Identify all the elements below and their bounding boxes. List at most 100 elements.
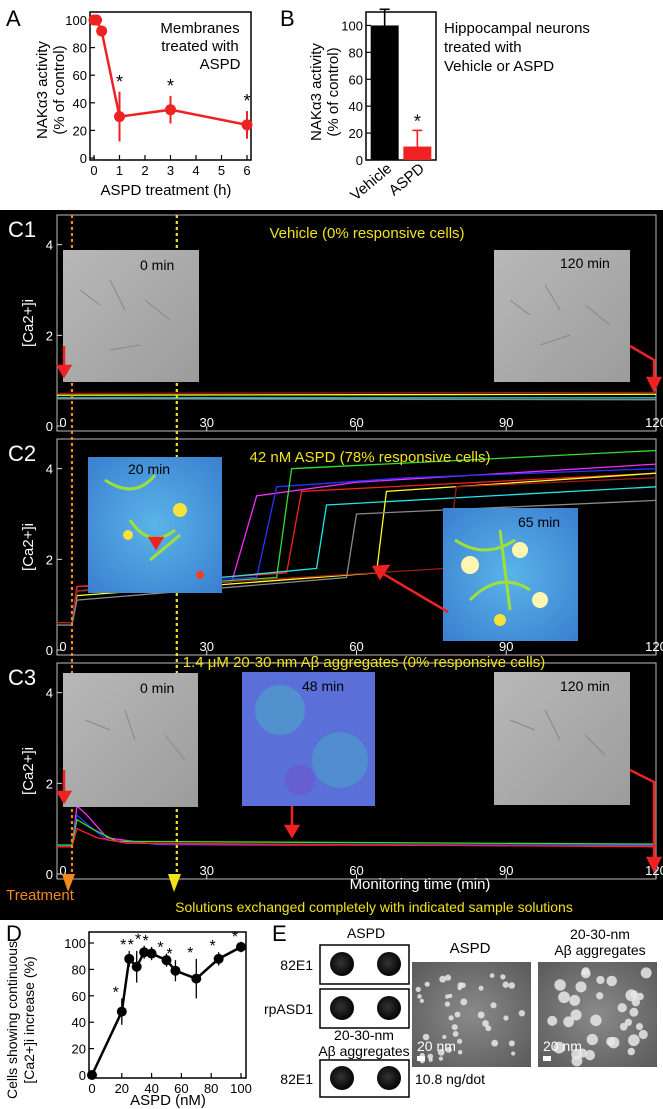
c3-trace-3: [57, 818, 657, 846]
em-particle: [454, 1011, 461, 1018]
b-ytick-label: 0: [356, 153, 363, 168]
dot-title-aspd: ASPD: [347, 925, 385, 941]
c3-image-0min: 0 min: [63, 673, 198, 807]
c1-image-0min-label: 0 min: [140, 257, 174, 273]
em-particle: [596, 975, 605, 985]
panel-e-letter: E: [272, 921, 287, 946]
c-exchange-label: Solutions exchanged completely with indi…: [175, 899, 573, 915]
a-data-point: [96, 25, 108, 37]
em-particle: [485, 1025, 492, 1032]
c3-ylabel: [Ca2+]i: [20, 747, 37, 795]
b-ytick-label: 100: [341, 18, 363, 33]
c1-xtick-label: 60: [349, 415, 363, 430]
d-significance-star: *: [187, 945, 193, 962]
b-ytick-label: 40: [349, 99, 363, 114]
d-ytick-label: 20: [72, 1042, 86, 1057]
d-significance-star: *: [232, 929, 238, 946]
a-ytick-label: 100: [65, 13, 87, 28]
d-significance-star: *: [157, 940, 163, 957]
d-data-point: [170, 965, 181, 976]
c2-image-65min-label: 65 min: [518, 514, 560, 530]
a-xtick-label: 5: [218, 163, 225, 178]
em-particle: [427, 1053, 434, 1060]
c3-image-120min-label: 120 min: [560, 678, 610, 694]
a-xtick-label: 1: [116, 163, 123, 178]
c1-ylabel: [Ca2+]i: [20, 299, 37, 347]
c2-ytick-label: 0: [46, 643, 53, 658]
a-significance-star: *: [243, 91, 250, 111]
panel-d-y-ticks: 0 20 40 60 80 100: [64, 936, 94, 1083]
d-data-point: [161, 955, 172, 966]
em-particle: [445, 1046, 452, 1053]
c2-image-20min: 20 min: [88, 457, 222, 593]
em-particle: [629, 1007, 639, 1017]
em-particle: [424, 981, 430, 987]
c2-title: 42 nM ASPD (78% responsive cells): [250, 449, 491, 466]
panel-a-ylabel-1: NAKα3 activity: [34, 41, 51, 139]
c2-letter: C2: [8, 441, 36, 466]
c3-image-48min-label: 48 min: [302, 678, 344, 694]
c1-title: Vehicle (0% responsive cells): [269, 225, 464, 242]
em-particle: [415, 986, 421, 993]
dot-aspd-rpasd1-2: [377, 996, 401, 1020]
em-particle: [478, 985, 484, 991]
d-significance-star: *: [128, 937, 134, 954]
em-particle: [547, 1015, 558, 1026]
c2-ytick-label: 4: [46, 462, 53, 477]
c1-trace-2: [56, 393, 657, 396]
d-xtick-label: 40: [144, 1081, 158, 1096]
dot-abeta-82e1-1: [330, 1066, 354, 1090]
em-particle: [451, 1024, 458, 1031]
panel-d-xlabel: ASPD (nM): [130, 1092, 206, 1109]
c1-arrow-end: [629, 344, 656, 380]
em-particle: [491, 1039, 499, 1047]
c2-ytick-label: 2: [46, 552, 53, 567]
c1-xtick-label: 0: [59, 415, 66, 430]
em-particle: [417, 994, 422, 999]
panel-a-letter: A: [6, 6, 21, 31]
panel-e: E ASPD 82E1 rpASD1 20-30-nm Aβ aggregate…: [264, 921, 657, 1098]
c2-trace-7: [57, 477, 657, 624]
em-image-aspd: 20 nm: [412, 962, 531, 1067]
panel-d-letter: D: [6, 921, 22, 946]
panel-a-legend-1: Membranes: [160, 20, 239, 37]
em-abeta-scale-bar: [543, 1056, 551, 1061]
b-bar-vehicle: [370, 25, 399, 161]
c3-xtick-label: 30: [200, 863, 214, 878]
c1-arrow-start-head: [55, 364, 73, 379]
em-particle: [619, 1022, 628, 1031]
em-particle: [460, 982, 466, 989]
em-particle: [586, 1033, 599, 1046]
c2-ylabel: [Ca2+]i: [20, 523, 37, 571]
em-title-abeta-2: Aβ aggregates: [554, 942, 645, 958]
c3-arrow-start-head: [55, 790, 73, 805]
c2-xtick-label: 60: [349, 639, 363, 654]
d-data-point: [131, 961, 142, 972]
c3-letter: C3: [8, 665, 36, 690]
panel-b-axes-frame: [365, 11, 437, 161]
c3-arrow-end-head: [645, 856, 663, 873]
panel-a: A 0 20 40 60 80 100 0 1 2 3 4 5 6 NAKα3 activity (%…: [6, 6, 253, 199]
d-ytick-label: 0: [79, 1068, 86, 1083]
panel-b-title-2: treated with: [444, 39, 522, 56]
panel-a-y-ticks: 0 20 40 60 80 100: [65, 13, 95, 166]
b-category-label: ASPD: [386, 160, 428, 199]
panel-d-ylabel-2: [Ca2+]i increase (%): [21, 956, 37, 1083]
dot-title-abeta-1: 20-30-nm: [334, 1027, 394, 1043]
c-treatment-arrowhead: [62, 874, 75, 892]
c2-arrow-20min: [147, 536, 165, 551]
em-image-abeta: 20 nm: [538, 962, 657, 1067]
em-particle: [460, 998, 468, 1006]
d-xtick-label: 20: [115, 1081, 129, 1096]
antibody-82e1-label-2: 82E1: [280, 1071, 313, 1087]
c1-ytick-label: 4: [46, 238, 53, 253]
panel-a-ylabel-2: (% of control): [51, 45, 68, 134]
d-ytick-label: 80: [72, 962, 86, 977]
dot-title-abeta-2: Aβ aggregates: [318, 1043, 409, 1059]
em-particle: [518, 1010, 526, 1017]
panel-b-y-ticks: 0 20 40 60 80 100: [341, 18, 371, 168]
d-xtick-label: 80: [204, 1081, 218, 1096]
em-abeta-scale-label: 20 nm: [543, 1038, 582, 1054]
panel-b-letter: B: [280, 6, 295, 31]
